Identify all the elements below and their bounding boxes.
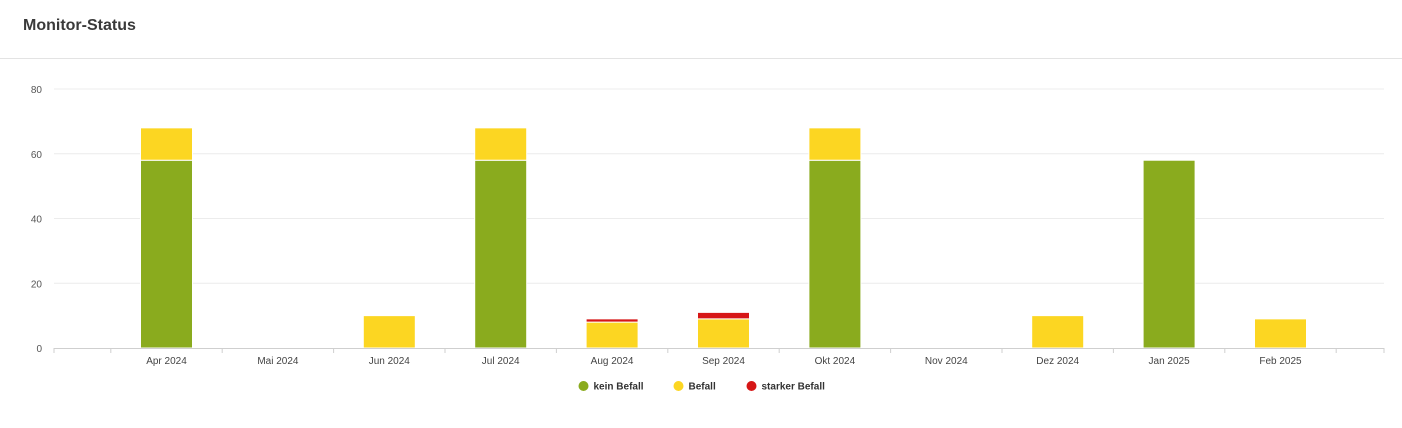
monitor-status-chart: 0 20 40 60 80 Apr 2024 Mai 2024 Jun 2024 Jul 202…	[31, 85, 1385, 393]
x-tick-label: Jul 2024	[482, 356, 520, 367]
axes: 0 20 40 60 80 Apr 2024 Mai 2024 Jun 2024 Jul 202…	[31, 85, 1385, 367]
legend-label: starker Befall	[762, 382, 826, 393]
y-tick-label: 40	[31, 215, 43, 226]
x-tick-label: Jan 2025	[1149, 356, 1191, 367]
card-header: Monitor-Status	[0, 0, 1402, 59]
bar-segment-kein-befall[interactable]	[474, 159, 528, 349]
bar-segment-starker-befall[interactable]	[697, 311, 750, 320]
legend-marker	[673, 381, 684, 391]
bar-segment-kein-befall[interactable]	[140, 159, 193, 349]
legend-item-befall[interactable]: Befall	[673, 381, 716, 393]
legend-marker	[746, 381, 757, 391]
bar-segment-befall[interactable]	[362, 315, 416, 349]
chart-area: 0 20 40 60 80 Apr 2024 Mai 2024 Jun 2024 Jul 202…	[0, 60, 1402, 423]
bar-segment-befall[interactable]	[585, 321, 639, 349]
legend-label: Befall	[689, 382, 716, 393]
x-tick-label: Jun 2024	[369, 356, 411, 367]
bar-segment-befall[interactable]	[1254, 318, 1307, 349]
legend-item-starker-befall[interactable]: starker Befall	[746, 381, 826, 393]
bar-segment-befall[interactable]	[1031, 315, 1085, 349]
bar-segment-kein-befall[interactable]	[808, 159, 862, 349]
y-tick-label: 20	[31, 279, 43, 290]
bar-segment-kein-befall[interactable]	[1142, 159, 1196, 349]
page-title: Monitor-Status	[23, 17, 136, 34]
bar-segment-befall[interactable]	[808, 127, 862, 161]
x-tick-label: Dez 2024	[1036, 356, 1079, 367]
x-tick-label: Nov 2024	[925, 356, 968, 367]
x-tick-label: Okt 2024	[815, 356, 856, 367]
bar-segment-befall[interactable]	[697, 318, 750, 349]
legend[interactable]: kein Befall Befall starker Befall	[578, 381, 826, 393]
x-tick-label: Aug 2024	[591, 356, 634, 367]
legend-label: kein Befall	[594, 382, 644, 393]
legend-marker	[578, 381, 589, 391]
y-tick-label: 60	[31, 150, 43, 161]
x-tick-label: Apr 2024	[146, 356, 187, 367]
bar-segment-befall[interactable]	[474, 127, 528, 161]
bar-segment-befall[interactable]	[140, 127, 193, 161]
bar-segment-starker-befall[interactable]	[585, 318, 639, 323]
y-tick-label: 0	[36, 344, 42, 355]
x-tick-label: Sep 2024	[702, 356, 745, 367]
x-tick-label: Feb 2025	[1259, 356, 1302, 367]
x-tick-label: Mai 2024	[257, 356, 299, 367]
y-tick-label: 80	[31, 85, 43, 96]
legend-item-kein-befall[interactable]: kein Befall	[578, 381, 644, 393]
bars	[140, 127, 1307, 349]
